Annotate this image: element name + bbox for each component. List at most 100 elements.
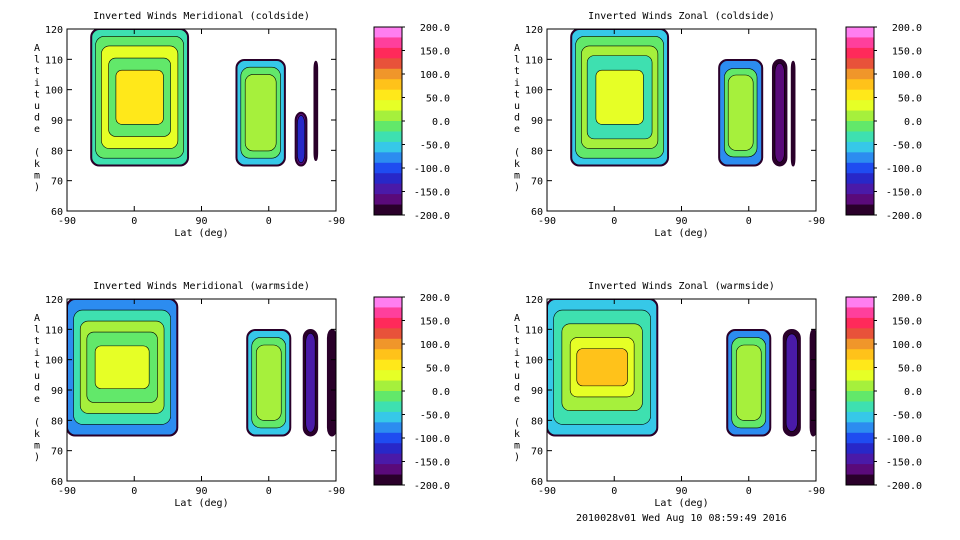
- y-tick-label: 120: [45, 295, 63, 306]
- colorbar-swatch: [374, 474, 402, 486]
- colorbar-tick-label: -200.0: [414, 211, 450, 222]
- colorbar-swatch: [846, 317, 874, 329]
- contour-rim: [718, 58, 764, 167]
- chart-panel-2: Inverted Winds Zonal (coldside) 120 110 100…: [514, 11, 825, 239]
- chart-title: Inverted Winds Meridional (warmside): [93, 281, 310, 292]
- colorbar-tick-label: 150.0: [892, 317, 922, 328]
- x-tick-label: 90: [195, 486, 207, 497]
- colorbar-swatch: [374, 453, 402, 465]
- contour-level: [255, 344, 282, 421]
- y-tick-label: 110: [45, 55, 63, 66]
- colorbar-tick-label: -50.0: [892, 411, 922, 422]
- chart-title: Inverted Winds Zonal (coldside): [588, 11, 775, 22]
- y-tick-label: 90: [531, 386, 543, 397]
- contour-rim: [294, 111, 308, 167]
- y-tick-label: 60: [51, 207, 63, 218]
- y-tick-label: 70: [51, 177, 63, 188]
- contour-field: [570, 29, 796, 167]
- colorbar-tick-label: 100.0: [892, 70, 922, 81]
- colorbar-tick-label: -150.0: [414, 458, 450, 469]
- colorbar-swatch: [374, 194, 402, 206]
- contour-rim: [782, 328, 801, 437]
- colorbar-swatch: [374, 183, 402, 195]
- colorbar-tick-label: 200.0: [420, 23, 450, 34]
- contour-rim: [67, 299, 179, 437]
- colorbar-swatch: [846, 194, 874, 206]
- y-tick-label: 110: [525, 55, 543, 66]
- colorbar-tick-label: 50.0: [898, 94, 922, 105]
- colorbar-swatch: [846, 173, 874, 185]
- colorbar-swatch: [374, 380, 402, 392]
- colorbar-swatch: [846, 79, 874, 91]
- colorbar-swatch: [374, 162, 402, 174]
- colorbar-swatch: [846, 162, 874, 174]
- colorbar-swatch: [374, 422, 402, 434]
- x-axis-label: Lat (deg): [174, 498, 228, 509]
- colorbar-tick-label: 150.0: [420, 47, 450, 58]
- colorbar-swatch: [846, 131, 874, 143]
- colorbar-swatch: [846, 464, 874, 476]
- y-tick-label: 120: [525, 295, 543, 306]
- y-tick-label: 100: [525, 356, 543, 367]
- colorbar-swatch: [846, 37, 874, 49]
- colorbar-swatch: [374, 173, 402, 185]
- y-tick-label: 80: [531, 146, 543, 157]
- x-tick-label: -90: [538, 216, 556, 227]
- colorbar-tick-label: -200.0: [414, 481, 450, 492]
- colorbar-tick-label: -100.0: [414, 434, 450, 445]
- colorbar-tick-label: -200.0: [886, 481, 922, 492]
- colorbar-2: 200.0 150.0 100.0 50.0 0.0 -50.0 -100.0 -150.0 -…: [845, 23, 922, 222]
- colorbar-swatch: [374, 338, 402, 350]
- colorbar-swatch: [374, 401, 402, 413]
- colorbar-3: 200.0 150.0 100.0 50.0 0.0 -50.0 -100.0 -150.0 -…: [373, 293, 450, 492]
- colorbar-tick-label: -150.0: [414, 188, 450, 199]
- x-tick-label: 0: [266, 486, 272, 497]
- chart-title: Inverted Winds Zonal (warmside): [588, 281, 775, 292]
- y-tick-label: 100: [525, 86, 543, 97]
- y-tick-label: 70: [531, 447, 543, 458]
- x-axis-label: Lat (deg): [174, 228, 228, 239]
- y-tick-label: 100: [45, 86, 63, 97]
- x-tick-label: 90: [195, 216, 207, 227]
- colorbar-tick-label: 100.0: [892, 340, 922, 351]
- y-tick-label: 80: [51, 416, 63, 427]
- y-tick-label: 110: [525, 325, 543, 336]
- x-tick-label: -90: [807, 216, 825, 227]
- colorbar-swatch: [846, 401, 874, 413]
- y-tick-label: 60: [51, 477, 63, 488]
- y-tick-label: 80: [51, 146, 63, 157]
- contour-level: [94, 345, 150, 389]
- colorbar-swatch: [374, 464, 402, 476]
- x-tick-label: 0: [266, 216, 272, 227]
- y-tick-label: 90: [531, 116, 543, 127]
- colorbar-tick-label: 0.0: [432, 117, 450, 128]
- y-tick-label: 70: [51, 447, 63, 458]
- colorbar-swatch: [374, 100, 402, 112]
- colorbar-swatch: [374, 411, 402, 423]
- colorbar-swatch: [846, 68, 874, 80]
- contour-level: [115, 69, 164, 125]
- colorbar-swatch: [846, 121, 874, 132]
- colorbar-swatch: [374, 349, 402, 361]
- x-tick-label: 0: [131, 216, 137, 227]
- contour-rim: [302, 328, 319, 437]
- colorbar-tick-label: -100.0: [886, 164, 922, 175]
- chart-panel-3: Inverted Winds Meridional (warmside) 120 1…: [34, 281, 345, 509]
- colorbar-swatch: [374, 47, 402, 59]
- colorbar-tick-label: -100.0: [414, 164, 450, 175]
- colorbar-swatch: [846, 110, 874, 122]
- colorbar-swatch: [374, 432, 402, 444]
- contour-rim: [547, 299, 659, 437]
- colorbar-tick-label: -50.0: [892, 141, 922, 152]
- colorbar-swatch: [846, 391, 874, 402]
- colorbar-swatch: [374, 317, 402, 329]
- colorbar-tick-label: 100.0: [420, 340, 450, 351]
- colorbar-tick-label: 100.0: [420, 70, 450, 81]
- x-tick-label: -90: [327, 486, 345, 497]
- colorbar-tick-label: -200.0: [886, 211, 922, 222]
- colorbar-swatch: [846, 297, 874, 308]
- x-axis-label: Lat (deg): [654, 498, 708, 509]
